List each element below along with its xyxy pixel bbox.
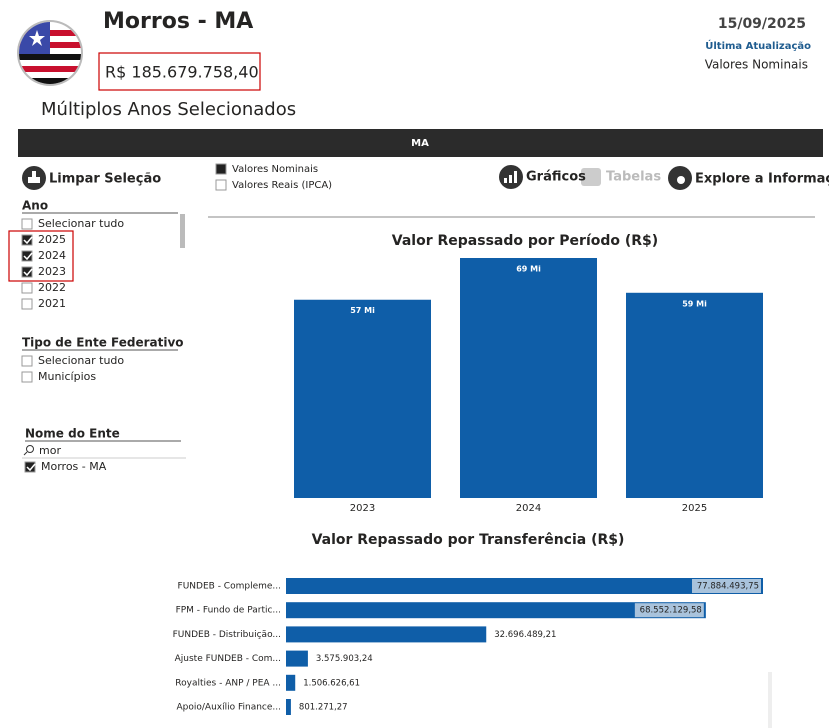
filter-option[interactable]: 2021 xyxy=(38,297,66,310)
bar xyxy=(286,578,763,594)
bar xyxy=(294,299,431,498)
charts-icon[interactable] xyxy=(499,165,523,189)
data-label-bg xyxy=(634,603,704,618)
data-label: 59 Mi xyxy=(682,299,707,308)
bar xyxy=(286,650,308,667)
checkbox[interactable] xyxy=(21,355,33,367)
filter-option[interactable]: 2023 xyxy=(38,265,66,278)
banner-label: MA xyxy=(411,138,429,149)
bar xyxy=(626,292,763,498)
tables-button[interactable]: Tabelas xyxy=(606,170,661,185)
checkbox[interactable] xyxy=(21,218,33,230)
filter-option[interactable]: 2024 xyxy=(38,249,66,262)
checkmark xyxy=(23,252,33,261)
bar xyxy=(460,258,597,498)
tables-icon[interactable] xyxy=(581,168,601,186)
filter-search: mor xyxy=(39,444,61,457)
filter-option[interactable]: Morros - MA xyxy=(41,460,107,473)
y-tick-label: FUNDEB - Distribuição... xyxy=(173,630,281,640)
page-title: Morros - MA xyxy=(103,9,253,34)
x-tick-label: 2023 xyxy=(350,503,375,514)
checkbox[interactable] xyxy=(21,266,33,278)
checkmark xyxy=(23,268,33,277)
y-tick-label: Ajuste FUNDEB - Com... xyxy=(175,654,281,664)
checkmark xyxy=(23,236,33,245)
data-label: 801.271,27 xyxy=(299,703,348,713)
x-tick-label: 2025 xyxy=(682,503,707,514)
bar xyxy=(286,699,291,715)
chart-title: Valor Repassado por Período (R$) xyxy=(392,233,658,249)
filter-title: Nome do Ente xyxy=(25,427,120,441)
filter-title: Tipo de Ente Federativo xyxy=(22,336,184,350)
filter-option[interactable]: 2025 xyxy=(38,233,66,246)
update-label: Última Atualização xyxy=(705,39,811,52)
y-tick-label: FPM - Fundo de Partic... xyxy=(176,606,281,616)
state-flag xyxy=(17,20,83,86)
y-tick-label: Royalties - ANP / PEA ... xyxy=(175,678,281,688)
bar xyxy=(286,626,487,643)
y-tick-label: Apoio/Auxílio Finance... xyxy=(177,703,281,713)
clear-button-icon[interactable] xyxy=(22,166,46,190)
data-label: 1.506.626,61 xyxy=(303,678,360,688)
search-icon xyxy=(26,445,34,453)
data-label: 77.884.493,75 xyxy=(697,582,759,592)
value-mode-label: Valores Nominais xyxy=(232,164,318,175)
search-icon xyxy=(23,451,28,456)
scrollbar[interactable] xyxy=(768,672,772,728)
checkbox[interactable] xyxy=(21,250,33,262)
explore-button[interactable]: Explore a Informação xyxy=(695,172,829,187)
data-label: 3.575.903,24 xyxy=(316,654,373,664)
data-label: 68.552.129,58 xyxy=(640,606,702,616)
banner xyxy=(18,129,823,157)
filter-option[interactable]: Municípios xyxy=(38,370,96,383)
y-tick-label: FUNDEB - Compleme... xyxy=(178,582,281,592)
data-label: 57 Mi xyxy=(350,306,375,315)
filter-option[interactable]: 2022 xyxy=(38,281,66,294)
filter-option[interactable]: Selecionar tudo xyxy=(38,354,124,367)
total-highlight xyxy=(98,52,261,91)
subtitle: Múltiplos Anos Selecionados xyxy=(41,99,296,120)
checkbox[interactable] xyxy=(21,234,33,246)
bar xyxy=(286,602,706,619)
checkbox[interactable] xyxy=(21,282,33,294)
checkbox[interactable] xyxy=(21,371,33,383)
filter-title: Ano xyxy=(22,199,48,213)
data-label-bg xyxy=(692,579,761,593)
value-mode-option[interactable] xyxy=(215,163,227,175)
value-mode-label: Valores Reais (IPCA) xyxy=(232,180,332,191)
checkbox[interactable] xyxy=(21,298,33,310)
filter-option[interactable]: Selecionar tudo xyxy=(38,217,124,230)
data-label: 69 Mi xyxy=(516,265,541,274)
charts-button[interactable]: Gráficos xyxy=(526,170,586,185)
x-tick-label: 2024 xyxy=(516,503,541,514)
scrollbar[interactable] xyxy=(180,214,185,248)
value-mode-option[interactable] xyxy=(215,179,227,191)
chart-title: Valor Repassado por Transferência (R$) xyxy=(312,532,625,548)
selection-highlight xyxy=(8,230,74,282)
bar xyxy=(286,674,296,691)
total-value: R$ 185.679.758,40 xyxy=(105,63,259,82)
explore-icon[interactable] xyxy=(668,166,692,190)
values-label: Valores Nominais xyxy=(705,58,808,72)
clear-button[interactable]: Limpar Seleção xyxy=(49,172,161,187)
checkmark xyxy=(26,463,36,472)
update-date: 15/09/2025 xyxy=(718,16,806,32)
checkbox[interactable] xyxy=(24,461,36,473)
data-label: 32.696.489,21 xyxy=(494,630,556,640)
